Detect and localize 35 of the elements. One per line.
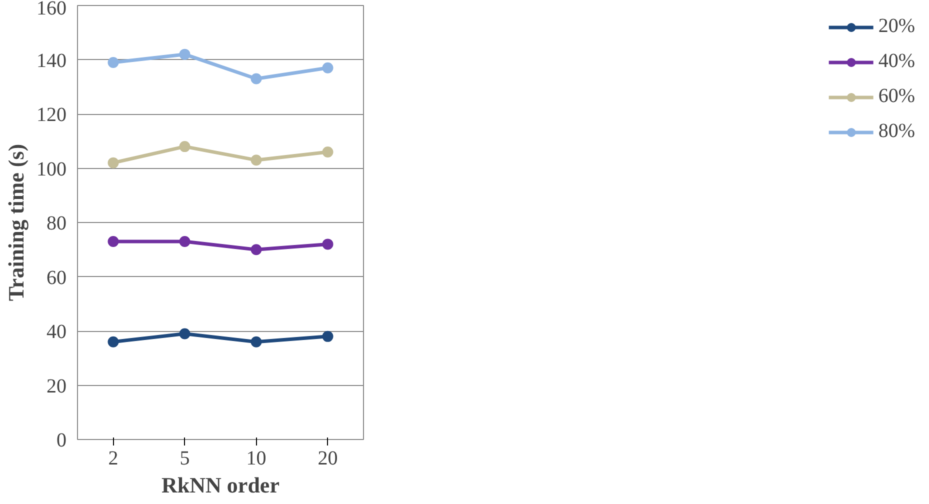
point <box>179 236 190 247</box>
point <box>179 328 190 340</box>
x-tick-label: 20 <box>318 448 338 470</box>
y-tick-label: 0 <box>56 430 66 452</box>
legend-label: 80% <box>878 120 915 143</box>
point <box>250 244 262 256</box>
y-tick-label: 160 <box>36 0 66 20</box>
point <box>108 336 119 348</box>
x-tick-label: 5 <box>180 448 190 470</box>
point <box>179 48 190 60</box>
point <box>250 154 262 166</box>
legend-label: 60% <box>878 85 915 108</box>
x-tick-label: 10 <box>246 448 266 470</box>
y-tick-label: 40 <box>46 321 66 343</box>
y-tick-label: 100 <box>36 158 66 180</box>
y-tick-label: 20 <box>46 375 66 398</box>
point <box>322 146 334 158</box>
legend-label: 20% <box>878 15 915 38</box>
y-tick-label: 120 <box>36 104 66 126</box>
point <box>322 238 334 250</box>
point <box>108 236 119 247</box>
y-tick-label: 80 <box>46 212 66 234</box>
point <box>250 73 262 84</box>
legend-label: 40% <box>878 50 915 73</box>
x-axis-title: RkNN order <box>162 472 280 498</box>
point <box>108 157 119 168</box>
point <box>322 330 334 342</box>
x-tick-label: 2 <box>108 448 118 470</box>
point <box>322 62 334 74</box>
y-tick-label: 60 <box>46 266 66 289</box>
point <box>250 336 262 348</box>
y-axis-title: Training time (s) <box>4 144 28 302</box>
point <box>108 56 119 68</box>
point <box>179 141 190 152</box>
y-tick-label: 140 <box>36 50 66 72</box>
